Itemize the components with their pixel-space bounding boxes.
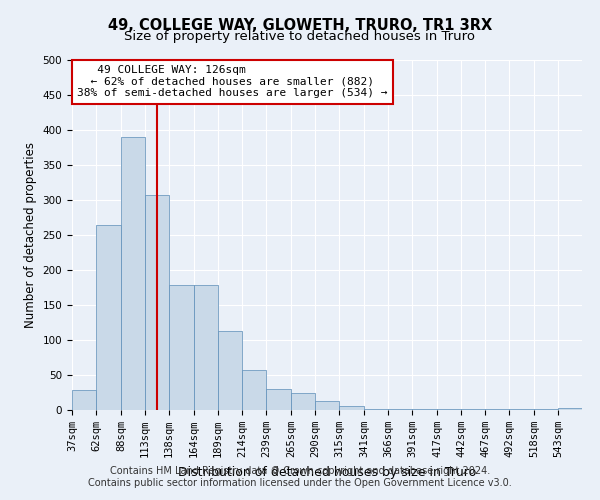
Text: Contains HM Land Registry data © Crown copyright and database right 2024.
Contai: Contains HM Land Registry data © Crown c… <box>88 466 512 487</box>
Bar <box>558 408 582 410</box>
Bar <box>315 401 339 410</box>
Bar <box>121 137 145 410</box>
Bar <box>266 389 291 410</box>
Bar <box>242 370 266 410</box>
Bar <box>169 286 194 410</box>
Bar <box>291 392 315 410</box>
X-axis label: Distribution of detached houses by size in Truro: Distribution of detached houses by size … <box>178 466 476 478</box>
Bar <box>72 390 96 410</box>
Bar <box>339 406 364 410</box>
Bar <box>218 331 242 410</box>
Y-axis label: Number of detached properties: Number of detached properties <box>24 142 37 328</box>
Text: 49, COLLEGE WAY, GLOWETH, TRURO, TR1 3RX: 49, COLLEGE WAY, GLOWETH, TRURO, TR1 3RX <box>108 18 492 32</box>
Bar <box>145 195 169 410</box>
Bar <box>194 286 218 410</box>
Bar <box>96 224 121 410</box>
Text: 49 COLLEGE WAY: 126sqm
  ← 62% of detached houses are smaller (882)
38% of semi-: 49 COLLEGE WAY: 126sqm ← 62% of detached… <box>77 66 388 98</box>
Text: Size of property relative to detached houses in Truro: Size of property relative to detached ho… <box>125 30 476 43</box>
